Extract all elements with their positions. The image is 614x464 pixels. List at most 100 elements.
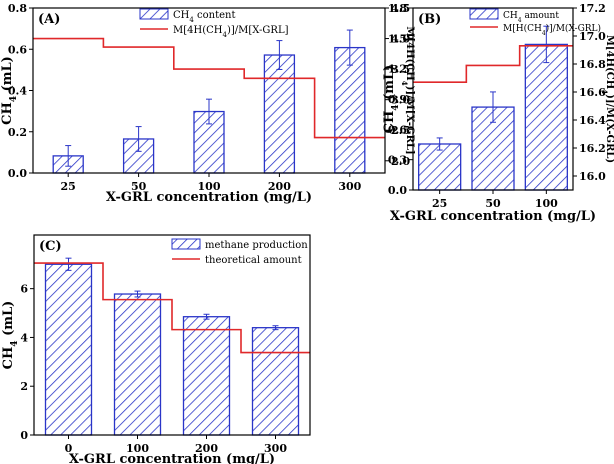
y2-axis-label-main-a: M[4H(CH xyxy=(404,26,415,80)
legend-line-main-c: theoretical amount xyxy=(205,255,302,266)
y2-axis-label-sub-a: 4 xyxy=(401,81,410,86)
ytick-label-a-0: 0.0 xyxy=(8,167,27,180)
y-axis-label-sub-c: 4 xyxy=(10,340,20,346)
ytick-label-a-2: 0.4 xyxy=(8,85,27,98)
y2-axis-label-a: M[4H(CH4)]/M[X-GRL] xyxy=(401,26,416,154)
legend-text-line-b: M[H(CH4)]/M(X-GRL) xyxy=(503,23,601,37)
y-axis-label-main-a: CH xyxy=(0,102,15,125)
ytick-label-a-1: 0.2 xyxy=(8,126,27,139)
legend-line-main-b: M[H(CH xyxy=(503,23,542,34)
y2-axis-label-tail-b: )]/M(X-GRL) xyxy=(604,94,614,163)
ytick-label-a-3: 0.6 xyxy=(8,43,27,56)
bar-c-1 xyxy=(113,293,162,436)
x-axis-label-b: X-GRL concentration (mg/L) xyxy=(390,209,596,224)
y-axis-label-tail-b: (mL) xyxy=(382,65,397,105)
ytick-label-c-3: 6 xyxy=(20,283,28,296)
y2tick-label-a-3: 3.5 xyxy=(391,63,410,76)
bar-a-4 xyxy=(334,46,366,174)
panel-label-c: (C) xyxy=(39,239,62,254)
bar-b-2 xyxy=(524,43,568,191)
step-line-a xyxy=(33,37,385,139)
y-axis-label-main-b: CH xyxy=(382,111,397,134)
ytick-label-c-0: 0 xyxy=(20,429,28,442)
legend-line-tail-a: )]/M[X-GRL] xyxy=(227,25,289,36)
ytick-label-b-1: 0.3 xyxy=(388,154,407,167)
ytick-label-c-2: 4 xyxy=(20,331,28,344)
legend-text-bar-c: methane production xyxy=(205,240,308,251)
xtick-label-b-1: 50 xyxy=(485,197,501,210)
y2tick-label-b-3: 16.6 xyxy=(579,86,606,99)
legend-bar-main-a: CH xyxy=(173,10,190,21)
x-axis-label-c: X-GRL concentration (mg/L) xyxy=(69,452,275,464)
legend-bar-main-c: methane production xyxy=(205,240,308,251)
bar-a-3 xyxy=(263,54,296,174)
bar-c-0 xyxy=(44,263,93,436)
y2-axis-label-sub-b: 4 xyxy=(601,89,610,94)
y2tick-label-a-1: 2.5 xyxy=(391,124,410,137)
y2tick-label-b-6: 17.2 xyxy=(579,2,606,15)
ytick-label-b-5: 1.5 xyxy=(388,32,407,45)
legend-line-sub-a: 4 xyxy=(223,31,228,39)
legend-text-line-a: M[4H(CH4)]/M[X-GRL] xyxy=(173,25,289,39)
xtick-label-c-2: 200 xyxy=(195,442,218,455)
xtick-label-a-4: 300 xyxy=(338,180,361,193)
panel-b: 25 50 100 0.0 0.3 0.6 0.9 1.2 1.5 1.8 16.0 16.2 16.4… xyxy=(382,2,614,224)
xtick-label-c-0: 0 xyxy=(65,442,73,455)
panel-c: 0 100 200 300 0 2 4 6 (C) X-GRL concentration (mg… xyxy=(1,234,311,464)
y2-axis-label-b: M[4H(CH4)]/M(X-GRL) xyxy=(601,35,614,163)
y2tick-label-a-0: 2.0 xyxy=(391,155,410,168)
ytick-label-a-4: 0.8 xyxy=(8,2,27,15)
bar-c-3 xyxy=(251,327,300,436)
y2tick-label-b-5: 17.0 xyxy=(579,30,606,43)
y-axis-label-main-c: CH xyxy=(1,347,16,370)
ytick-label-b-6: 1.8 xyxy=(388,2,407,15)
y2tick-label-b-1: 16.2 xyxy=(579,142,606,155)
y2tick-label-a-2: 3.0 xyxy=(391,94,410,107)
xtick-label-c-3: 300 xyxy=(264,442,287,455)
ytick-label-c-1: 2 xyxy=(20,380,28,393)
legend-text-bar-a: CH4 content xyxy=(173,10,235,24)
bar-c-2 xyxy=(182,316,231,436)
panel-label-a: (A) xyxy=(38,12,60,27)
xtick-label-b-0: 25 xyxy=(432,197,447,210)
legend-line-sub-b: 4 xyxy=(542,30,546,37)
legend-swatch-bar-a xyxy=(139,8,169,20)
y-axis-label-sub-b: 4 xyxy=(391,104,401,110)
xtick-label-b-2: 100 xyxy=(535,197,558,210)
ytick-label-b-2: 0.6 xyxy=(388,123,407,136)
legend-bar-main-b: CH xyxy=(503,11,518,21)
y-axis-label-tail-a: (mL) xyxy=(0,56,15,96)
xtick-label-a-2: 100 xyxy=(198,180,221,193)
legend-bar-sub-a: 4 xyxy=(189,16,194,24)
legend-bar-tail-a: content xyxy=(194,10,236,21)
legend-text-line-c: theoretical amount xyxy=(205,255,302,266)
y2tick-label-a-5: 4.5 xyxy=(391,2,410,15)
x-axis-label-a: X-GRL concentration (mg/L) xyxy=(106,190,312,205)
legend-bar-sub-b: 4 xyxy=(518,17,522,24)
y2-axis-label-main-b: M[4H(CH xyxy=(604,35,614,89)
y-axis-label-b: CH4 (mL) xyxy=(382,65,401,134)
legend-text-bar-b: CH4 amount xyxy=(503,11,559,24)
step-line-c xyxy=(34,262,310,354)
y2-axis-label-tail-a: )]/M[X-GRL] xyxy=(404,86,415,155)
y2tick-label-b-2: 16.4 xyxy=(579,114,606,127)
y-axis-label-c: CH4 (mL) xyxy=(1,301,20,370)
panel-a: 25 50 100 200 300 0.0 0.2 0.4 0.6 0.8 2.0 2.5 3.0 3.5… xyxy=(0,2,415,205)
xtick-label-a-0: 25 xyxy=(61,180,76,193)
legend-swatch-bar-b xyxy=(469,8,499,20)
legend-line-tail-b: )]/M(X-GRL) xyxy=(546,23,601,34)
step-line-b xyxy=(413,44,573,83)
y2tick-label-b-0: 16.0 xyxy=(579,170,606,183)
ytick-label-b-4: 1.2 xyxy=(388,63,407,76)
plot-frame-c xyxy=(33,234,311,436)
legend-line-main-a: M[4H(CH xyxy=(173,25,223,36)
y-axis-label-a: CH4 (mL) xyxy=(0,56,19,125)
ytick-label-b-0: 0.0 xyxy=(388,184,407,197)
ytick-label-b-3: 0.9 xyxy=(388,93,407,106)
legend-bar-tail-b: amount xyxy=(522,11,560,21)
bar-b-0 xyxy=(418,143,462,191)
legend-swatch-bar-c xyxy=(171,238,201,250)
y-axis-label-sub-a: 4 xyxy=(9,96,19,102)
xtick-label-a-1: 50 xyxy=(131,180,147,193)
